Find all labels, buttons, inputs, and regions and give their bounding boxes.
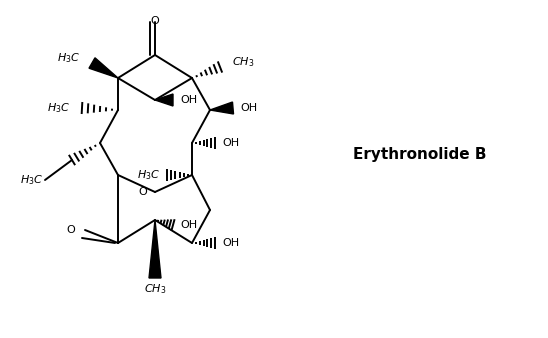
Polygon shape — [89, 58, 118, 78]
Text: $CH_3$: $CH_3$ — [232, 55, 254, 69]
Text: O: O — [66, 225, 75, 235]
Text: $H_3C$: $H_3C$ — [20, 173, 43, 187]
Polygon shape — [149, 220, 161, 278]
Polygon shape — [210, 102, 233, 114]
Polygon shape — [155, 94, 173, 106]
Text: $CH_3$: $CH_3$ — [144, 282, 166, 296]
Text: OH: OH — [222, 138, 239, 148]
Text: Erythronolide B: Erythronolide B — [353, 147, 487, 163]
Text: $H_3C$: $H_3C$ — [47, 101, 70, 115]
Text: OH: OH — [180, 220, 197, 230]
Text: O: O — [151, 16, 159, 26]
Text: OH: OH — [222, 238, 239, 248]
Text: $H_3C$: $H_3C$ — [136, 168, 160, 182]
Text: OH: OH — [240, 103, 257, 113]
Text: OH: OH — [180, 95, 197, 105]
Text: $H_3C$: $H_3C$ — [56, 51, 80, 65]
Text: O: O — [138, 187, 147, 197]
